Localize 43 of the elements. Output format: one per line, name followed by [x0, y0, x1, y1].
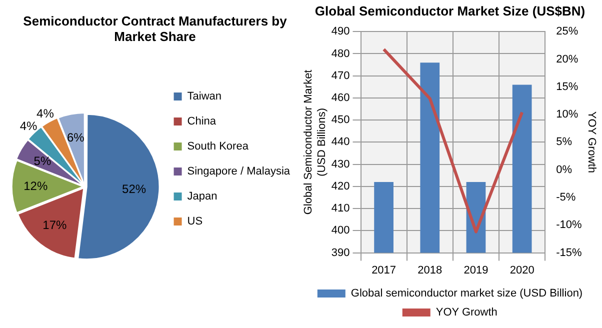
data-label: 6% — [66, 130, 85, 145]
y-tick-label: 430 — [331, 158, 350, 170]
chart-title: Global Semiconductor Market Size (US$BN) — [314, 3, 586, 18]
y2-tick-label: -5% — [556, 192, 576, 204]
y2-tick-label: 0% — [556, 164, 572, 176]
legend-label: China — [187, 116, 217, 128]
legend-label: Singapore / Malaysia — [187, 166, 291, 178]
y-tick-label: 480 — [331, 48, 350, 60]
x-tick-label: 2017 — [372, 264, 396, 276]
legend-label: Global semiconductor market size (USD Billion) — [350, 288, 583, 300]
y2-tick-label: -15% — [556, 246, 582, 259]
y2-tick-label: 15% — [556, 80, 578, 93]
y-tick-label: 440 — [331, 136, 350, 148]
y2-tick-label: -10% — [556, 219, 582, 232]
y-tick-label: 490 — [331, 26, 350, 38]
legend-label: US — [187, 216, 203, 228]
y2-tick-label: 5% — [556, 136, 572, 148]
legend-label: YOY Growth — [436, 306, 498, 319]
x-tick-label: 2020 — [510, 264, 534, 276]
y2-axis-title: YOY Growth — [585, 111, 598, 173]
y-tick-label: 410 — [331, 202, 350, 215]
legend-label: Japan — [187, 190, 218, 203]
y-tick-label: 470 — [331, 70, 350, 82]
data-label: 17% — [42, 218, 68, 232]
data-label: 12% — [24, 178, 48, 193]
y-tick-label: 420 — [331, 180, 350, 192]
y-axis-title: Global Semiconductor Market (USD Billions) — [302, 70, 328, 215]
x-tick-label: 2018 — [418, 264, 442, 276]
data-label: 4% — [36, 106, 54, 121]
y2-tick-label: 25% — [556, 26, 578, 38]
y2-tick-label: 20% — [556, 53, 578, 66]
data-label: 52% — [122, 182, 146, 196]
data-label: 4% — [20, 118, 38, 133]
y2-tick-label: 10% — [556, 108, 578, 121]
y-tick-label: 390 — [331, 246, 350, 259]
data-label: 5% — [34, 154, 52, 168]
y-tick-label: 460 — [331, 92, 350, 104]
legend-label: South Korea — [187, 140, 250, 153]
legend-label: Taiwan — [187, 90, 222, 103]
x-tick-label: 2019 — [464, 264, 488, 276]
y-tick-label: 400 — [331, 224, 350, 237]
chart-title: Semiconductor Contract Manufacturers by Market Share — [23, 13, 288, 44]
y-tick-label: 450 — [331, 114, 350, 126]
